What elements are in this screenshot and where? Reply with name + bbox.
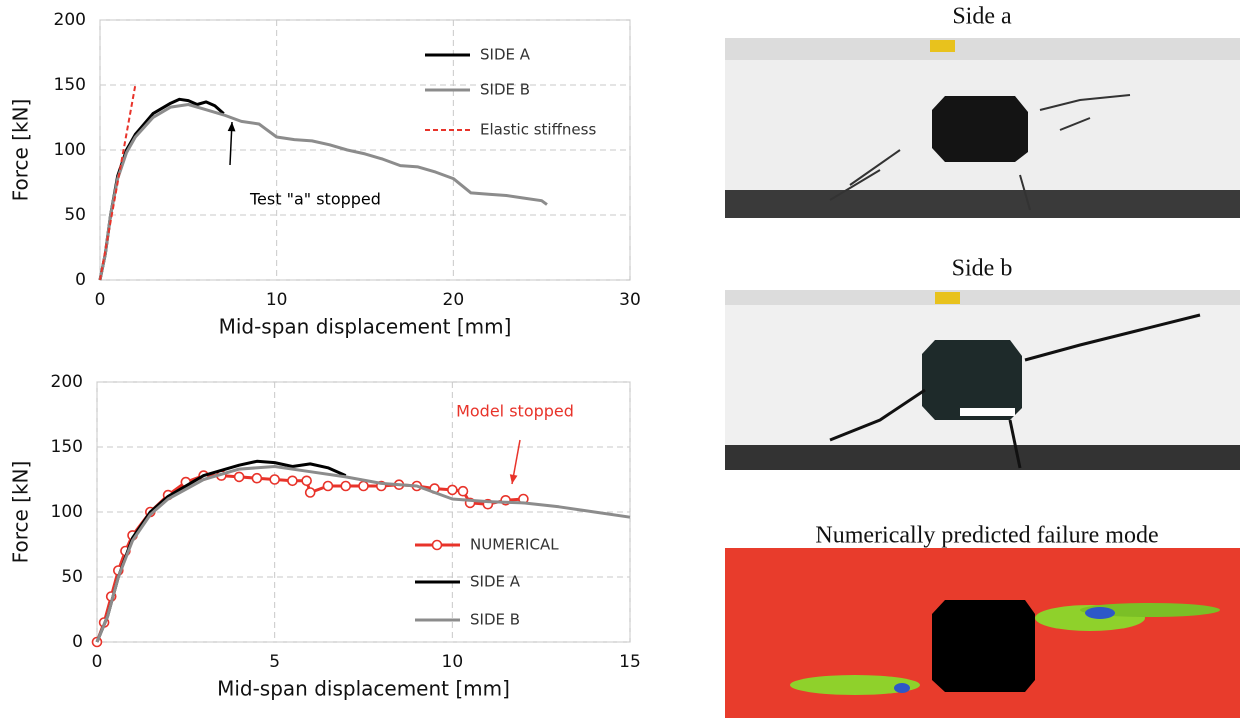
point (306, 488, 315, 497)
x-axis-label: Mid-span displacement [mm] (219, 315, 512, 339)
point (302, 476, 311, 485)
y-tick-label: 100 (54, 140, 86, 160)
legend-label: SIDE A (470, 573, 521, 591)
point (323, 482, 332, 491)
legend-label: Elastic stiffness (480, 121, 596, 139)
legend-label: SIDE A (480, 46, 531, 64)
x-tick-label: 30 (619, 290, 641, 310)
y-tick-label: 100 (51, 502, 83, 522)
chart: 0 50 100 150 200 0 5 10 15 Mid-span displacement … (9, 372, 641, 701)
y-tick-label: 200 (54, 10, 86, 30)
x-tick-label: 0 (92, 652, 103, 672)
photo-side-b: Side b (725, 256, 1240, 471)
legend-marker (433, 541, 442, 550)
chart: 0 50 100 150 200 0 10 20 30 Mid-span displacement… (9, 10, 641, 339)
x-tick-label: 10 (266, 290, 288, 310)
y-tick-label: 150 (51, 437, 83, 457)
model-failure-mode: Numerically predicted failure mode (725, 523, 1240, 718)
y-tick-label: 200 (51, 372, 83, 392)
point (341, 482, 350, 491)
y-tick-label: 50 (64, 205, 86, 225)
legend-label: NUMERICAL (470, 536, 559, 554)
image-title: Side a (952, 4, 1012, 30)
y-axis-label: Force [kN] (9, 99, 33, 202)
image-title: Side b (952, 256, 1013, 282)
point (270, 475, 279, 484)
x-tick-label: 20 (443, 290, 465, 310)
point (359, 482, 368, 491)
annotation: Model stopped (456, 402, 574, 421)
x-tick-label: 5 (269, 652, 280, 672)
x-tick-label: 0 (95, 290, 106, 310)
point (448, 485, 457, 494)
x-tick-label: 15 (619, 652, 641, 672)
x-tick-label: 10 (442, 652, 464, 672)
image-title: Numerically predicted failure mode (815, 523, 1158, 549)
y-axis-label: Force [kN] (9, 461, 33, 564)
figure: Side a Side b Numerically predicted fail… (0, 0, 1247, 718)
photo-side-a: Side a (725, 4, 1240, 219)
point (288, 476, 297, 485)
y-tick-label: 0 (75, 270, 86, 290)
point (458, 487, 467, 496)
annotation: Test "a" stopped (249, 190, 381, 209)
y-tick-label: 0 (72, 632, 83, 652)
legend-label: SIDE B (470, 611, 520, 629)
x-axis-label: Mid-span displacement [mm] (217, 677, 510, 701)
point (235, 472, 244, 481)
legend-label: SIDE B (480, 81, 530, 99)
y-tick-label: 150 (54, 75, 86, 95)
y-tick-label: 50 (61, 567, 83, 587)
point (252, 474, 261, 483)
